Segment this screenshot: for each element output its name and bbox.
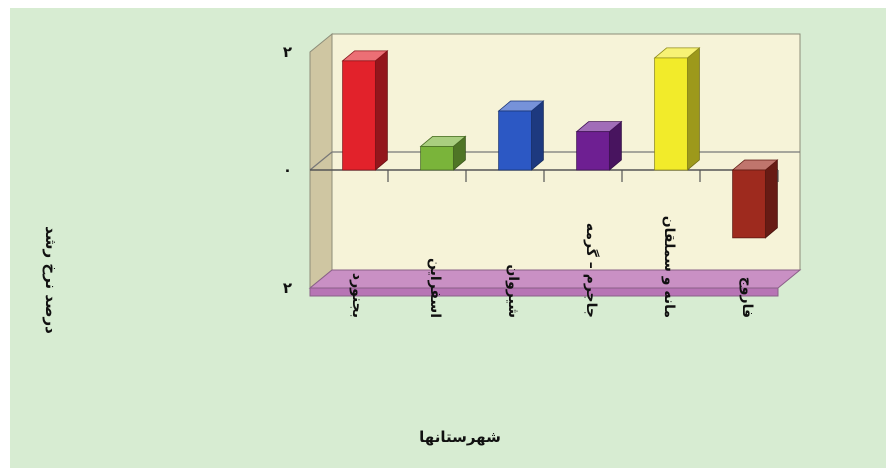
x-tick-label: فاروج (739, 277, 755, 318)
y-tick-label: ۰ (283, 161, 292, 179)
bar-side (530, 100, 544, 171)
bar-side (374, 49, 388, 171)
x-axis-label: شهرستانها (419, 428, 501, 446)
y-tick-label: ۲ (283, 279, 292, 297)
x-tick-label: بجنورد (349, 273, 365, 318)
floor-front (309, 287, 779, 297)
bar-side (686, 47, 700, 171)
x-tick-label: اسفراین (427, 258, 443, 318)
bar (732, 169, 766, 239)
x-tick-label: مانه و سملقان (661, 216, 677, 318)
floor-top (308, 269, 802, 289)
bar (576, 131, 610, 171)
y-tick-label: ۲ (283, 43, 292, 61)
bar-side (764, 159, 778, 239)
x-tick-label: شیروان (505, 264, 521, 318)
y-axis-label: درصد نرخ رشد (42, 226, 60, 334)
bar (342, 60, 376, 171)
bar (498, 110, 532, 171)
zero-line-side (309, 151, 333, 171)
bar (420, 145, 454, 171)
x-tick-label: جاجرم – گرمه (583, 223, 600, 318)
bar (654, 57, 688, 171)
